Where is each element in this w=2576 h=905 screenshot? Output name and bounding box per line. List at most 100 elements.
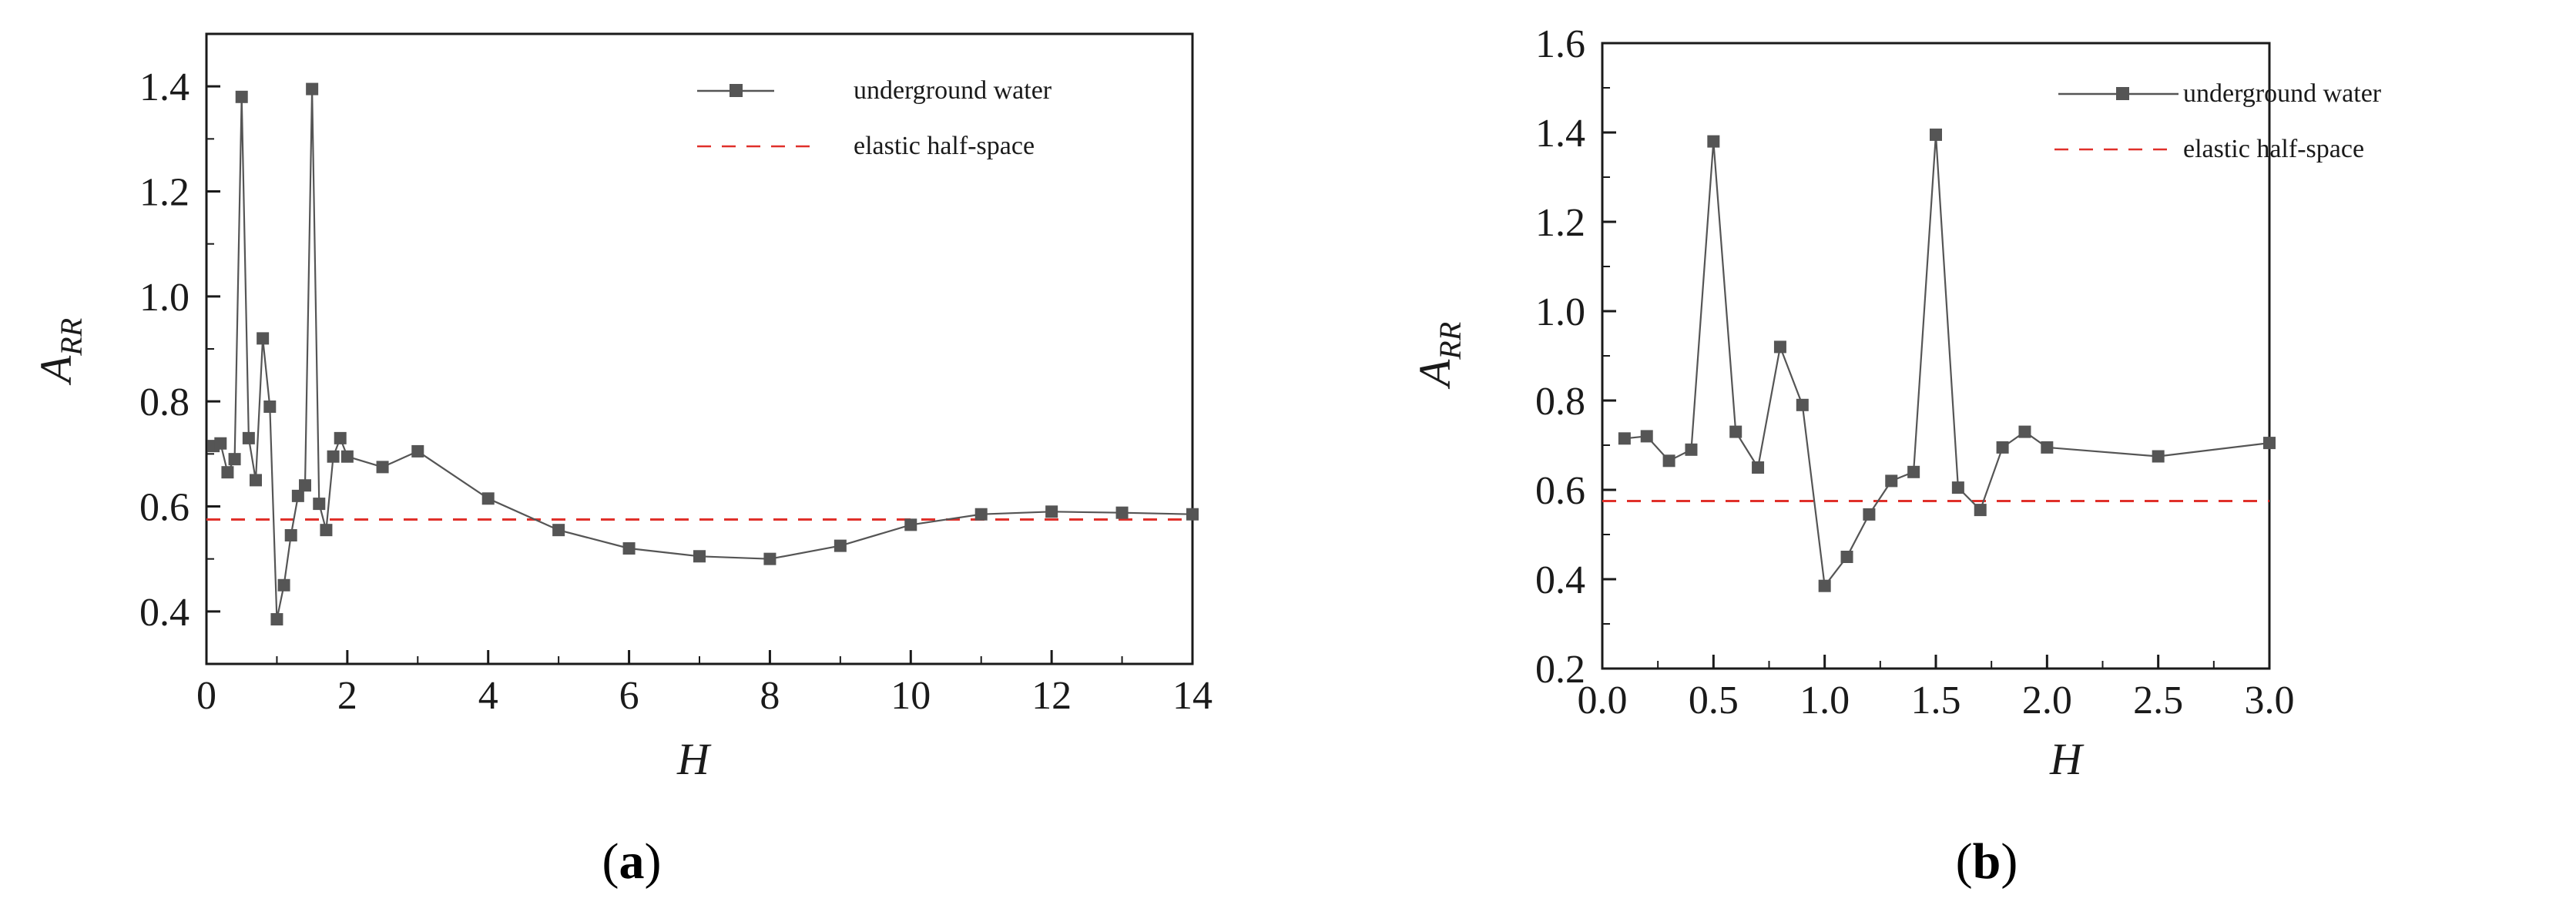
- y-axis-title-main: A: [1410, 359, 1460, 390]
- legend-label-underground-water: underground water: [2183, 79, 2382, 108]
- data-point-marker: [1618, 432, 1631, 445]
- series-line-underground-water: [1624, 134, 2270, 588]
- y-tick-label: 1.2: [139, 171, 190, 215]
- y-axis-title-sub: RR: [1433, 322, 1467, 360]
- y-axis-title: ARR: [1410, 322, 1467, 390]
- data-point-marker: [291, 489, 304, 502]
- data-point-marker: [1818, 579, 1831, 592]
- data-point-marker: [1640, 430, 1653, 443]
- y-tick-label: 1.0: [139, 276, 190, 320]
- legend-label-elastic-half-space: elastic half-space: [854, 132, 1035, 160]
- data-point-marker: [1685, 443, 1698, 456]
- y-axis-title-main: A: [31, 355, 81, 386]
- data-point-marker: [1115, 506, 1129, 519]
- x-axis-title: H: [2049, 734, 2085, 784]
- x-axis-title: H: [676, 734, 712, 784]
- data-point-marker: [1930, 128, 1942, 141]
- data-point-marker: [214, 437, 227, 450]
- data-point-marker: [1863, 508, 1876, 521]
- data-point-marker: [2263, 437, 2276, 450]
- data-point-marker: [313, 498, 326, 511]
- data-point-marker: [974, 508, 988, 521]
- data-point-marker: [1996, 441, 2009, 454]
- y-tick-label: 0.8: [139, 380, 190, 424]
- data-point-marker: [481, 492, 495, 505]
- axis-ticks: [1601, 42, 2271, 670]
- data-point-marker: [284, 528, 297, 541]
- y-tick-label: 1.2: [1535, 201, 1585, 245]
- y-tick-label: 1.0: [1535, 290, 1585, 334]
- data-point-marker: [1951, 481, 1964, 494]
- data-point-marker: [228, 453, 241, 466]
- legend-marker-underground-water: [2116, 87, 2129, 100]
- x-tick-label: 3.0: [2245, 679, 2295, 722]
- y-tick-label: 0.4: [139, 591, 190, 635]
- x-tick-label: 2.0: [2022, 679, 2072, 722]
- data-point-marker: [299, 479, 311, 492]
- data-point-marker: [411, 444, 424, 458]
- data-point-marker: [270, 613, 283, 626]
- data-point-marker: [340, 450, 354, 463]
- axis-ticks: [205, 33, 1194, 665]
- series-markers-group: [1618, 128, 2276, 592]
- x-tick-label: 14: [1172, 674, 1213, 718]
- svg-text:ARR: ARR: [31, 318, 89, 386]
- data-point-marker: [277, 578, 290, 592]
- data-point-marker: [2041, 441, 2054, 454]
- data-point-marker: [250, 474, 262, 487]
- data-point-marker: [257, 332, 270, 345]
- series-line-group: [1624, 134, 2270, 588]
- data-point-marker: [1707, 135, 1720, 148]
- data-point-marker: [693, 550, 706, 563]
- y-tick-label: 0.8: [1535, 380, 1585, 424]
- data-point-marker: [2152, 450, 2165, 463]
- svg-text:ARR: ARR: [1410, 322, 1467, 390]
- x-tick-label: 1.0: [1800, 679, 1850, 722]
- x-tick-label: 6: [619, 674, 639, 718]
- legend: underground water elastic half-space: [697, 76, 1052, 160]
- data-point-marker: [1840, 551, 1853, 563]
- panel-label-a: (a): [602, 833, 662, 890]
- data-point-marker: [235, 90, 248, 103]
- data-point-marker: [376, 461, 389, 474]
- x-tick-label: 1.5: [1911, 679, 1961, 722]
- y-tick-label: 1.4: [1535, 112, 1585, 156]
- x-tick-label: 8: [760, 674, 780, 718]
- x-tick-label: 12: [1031, 674, 1072, 718]
- data-point-marker: [1752, 461, 1765, 474]
- data-point-marker: [2018, 425, 2031, 438]
- x-tick-label: 2: [337, 674, 357, 718]
- tick-labels: 0 2 4 6 8 10 12 14 0.4 0.6 0.8 1.0 1.2 1.4: [139, 65, 1213, 718]
- data-point-marker: [1186, 508, 1199, 521]
- x-tick-label: 0: [196, 674, 216, 718]
- data-point-marker: [1885, 474, 1898, 488]
- x-tick-label: 0.0: [1578, 679, 1628, 722]
- chart-panel-a: 0 2 4 6 8 10 12 14 0.4 0.6 0.8 1.0 1.2 1.4 undergroun…: [31, 32, 1213, 890]
- y-tick-label: 1.4: [139, 65, 190, 109]
- y-tick-label: 0.6: [139, 486, 190, 530]
- data-point-marker: [763, 552, 776, 565]
- data-point-marker: [1907, 465, 1920, 478]
- data-point-marker: [242, 431, 255, 444]
- legend-marker-underground-water: [730, 84, 743, 97]
- x-tick-label: 10: [891, 674, 931, 718]
- data-point-marker: [622, 542, 636, 555]
- data-point-marker: [1662, 454, 1675, 468]
- data-point-marker: [1729, 425, 1742, 438]
- data-point-marker: [306, 82, 319, 96]
- x-tick-label: 0.5: [1689, 679, 1739, 722]
- legend-label-elastic-half-space: elastic half-space: [2183, 135, 2364, 163]
- data-point-marker: [334, 431, 347, 444]
- data-point-marker: [320, 524, 333, 537]
- data-point-marker: [552, 524, 565, 537]
- chart-panel-b: 0.0 0.5 1.0 1.5 2.0 2.5 3.0 0.2 0.4 0.6 0.8 1.0 1.2 1…: [1410, 22, 2382, 890]
- panel-label-b: (b): [1956, 833, 2018, 890]
- data-point-marker: [263, 400, 277, 413]
- y-tick-label: 0.4: [1535, 558, 1585, 602]
- data-point-marker: [1796, 398, 1809, 411]
- data-point-marker: [1974, 504, 1987, 517]
- data-point-marker: [904, 518, 917, 531]
- data-point-marker: [834, 539, 847, 552]
- y-tick-label: 0.2: [1535, 648, 1585, 692]
- y-tick-label: 0.6: [1535, 469, 1585, 513]
